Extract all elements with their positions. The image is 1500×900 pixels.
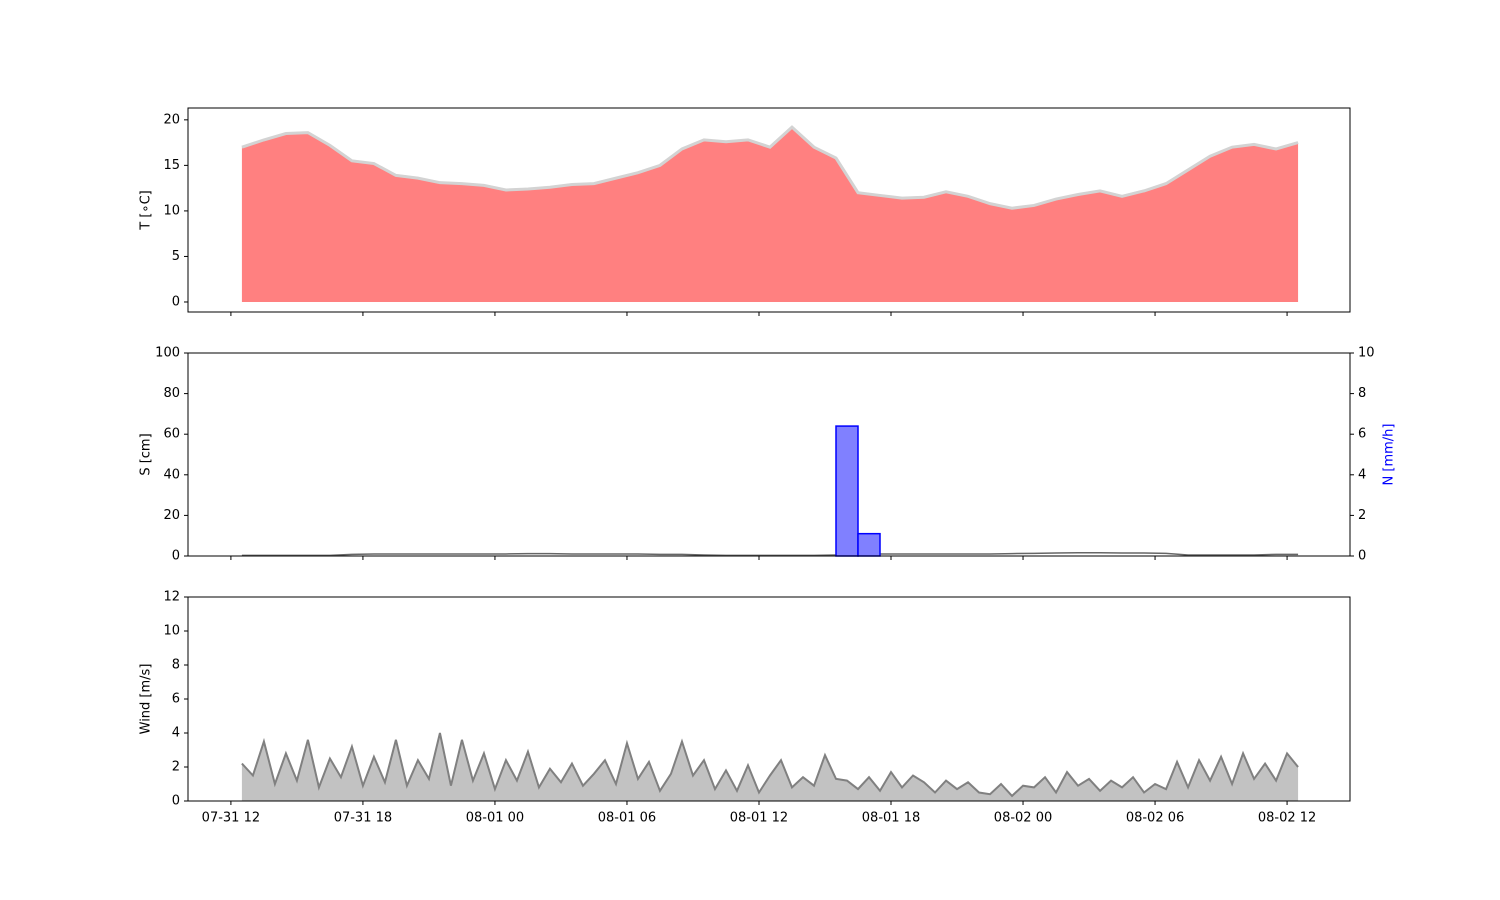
y-tick-label: 40 (163, 467, 180, 482)
y-tick-label: 8 (172, 658, 180, 673)
y-axis-label: S [cm] (139, 433, 154, 475)
axes-frame (187, 352, 1351, 557)
y-tick-label: 20 (163, 508, 180, 523)
wind-fill (241, 733, 1299, 801)
precip-bar (857, 532, 881, 557)
x-tick-label: 08-02 06 (1126, 811, 1184, 826)
y-tick-label: 12 (163, 590, 180, 605)
y-tick-label: 0 (172, 294, 180, 309)
y-tick-label: 0 (172, 549, 180, 564)
y-tick-label: 2 (172, 760, 180, 775)
wind-line (241, 732, 1299, 798)
y2-tick-label: 10 (1358, 346, 1375, 361)
y-tick-label: 6 (172, 692, 180, 707)
y-tick-label: 5 (172, 249, 180, 264)
area-line (241, 125, 1299, 210)
y2-axis-label: N [mm/h] (1382, 424, 1397, 486)
x-tick-label: 08-01 00 (466, 811, 524, 826)
y2-tick-label: 6 (1358, 427, 1366, 442)
axes-frame (187, 107, 1351, 313)
y-tick-label: 15 (163, 158, 180, 173)
y-tick-label: 10 (163, 624, 180, 639)
y-tick-label: 60 (163, 427, 180, 442)
y-axis-label: T [∘C] (139, 190, 154, 230)
y-tick-label: 4 (172, 726, 180, 741)
precip-bar (835, 425, 859, 557)
x-tick-label: 07-31 18 (334, 811, 392, 826)
y2-tick-label: 2 (1358, 508, 1366, 523)
y-tick-label: 0 (172, 794, 180, 809)
x-tick-label: 08-01 18 (862, 811, 920, 826)
y-tick-label: 10 (163, 203, 180, 218)
y2-tick-label: 0 (1358, 549, 1366, 564)
x-tick-label: 07-31 12 (202, 811, 260, 826)
area-fill (241, 127, 1299, 302)
snow-line (241, 552, 1299, 557)
x-tick-label: 08-02 00 (994, 811, 1052, 826)
y-tick-label: 100 (155, 346, 180, 361)
y2-tick-label: 8 (1358, 386, 1366, 401)
y-axis-label: Wind [m/s] (139, 664, 154, 735)
x-tick-label: 08-01 12 (730, 811, 788, 826)
y-tick-label: 80 (163, 386, 180, 401)
y2-tick-label: 4 (1358, 467, 1366, 482)
x-tick-label: 08-01 06 (598, 811, 656, 826)
x-tick-label: 08-02 12 (1258, 811, 1316, 826)
y-tick-label: 20 (163, 112, 180, 127)
